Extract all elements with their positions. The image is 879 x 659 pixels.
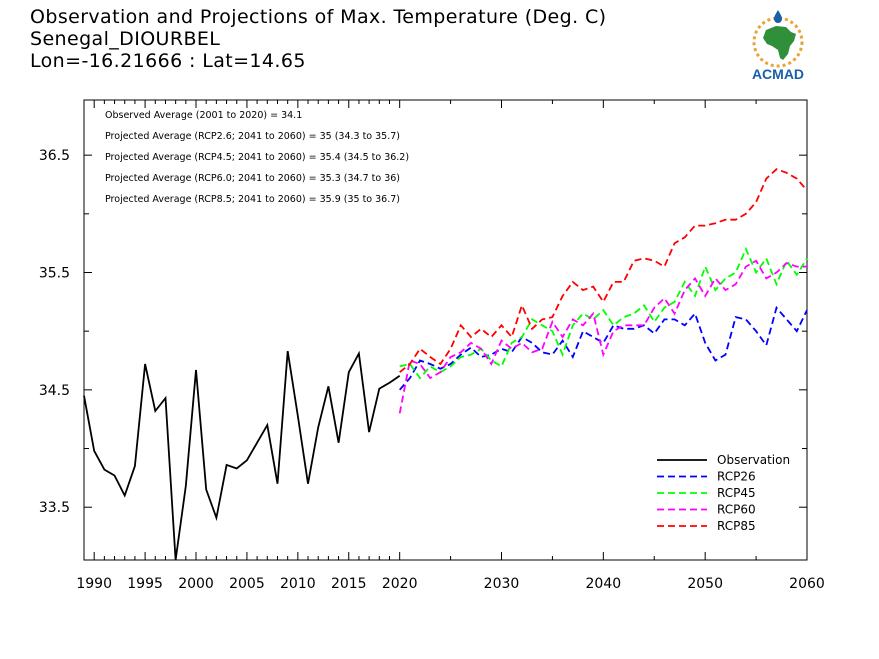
plot-frame — [83, 99, 808, 561]
title-block: Observation and Projections of Max. Temp… — [30, 6, 606, 72]
annotation-line: Observed Average (2001 to 2020) = 34.1 — [105, 110, 302, 121]
annotation-line: Projected Average (RCP2.6; 2041 to 2060)… — [105, 131, 400, 142]
series-line-rcp26 — [399, 305, 808, 391]
station-name: Senegal_DIOURBEL — [30, 28, 221, 50]
acmad-logo: ACMAD — [736, 8, 820, 84]
x-axis-labels: 1990 1995 2000 2005 2010 2015 2020 2030 2040 2050… — [76, 576, 824, 592]
legend: Observation RCP26 RCP45 RCP60 RCP85 — [657, 453, 790, 533]
legend-label-rcp45: RCP45 — [717, 486, 756, 500]
x-tick-label: 2005 — [229, 576, 265, 592]
x-tick-label: 2000 — [178, 576, 214, 592]
x-tick-label: 2010 — [280, 576, 316, 592]
y-tick-label: 34.5 — [39, 383, 70, 399]
legend-label-rcp26: RCP26 — [717, 470, 756, 484]
x-tick-label: 2040 — [586, 576, 622, 592]
x-tick-label: 1990 — [76, 576, 112, 592]
series-layer — [83, 168, 808, 561]
station-coordinates: Lon=-16.21666 : Lat=14.65 — [30, 50, 306, 72]
series-line-rcp60 — [398, 259, 807, 414]
y-axis-labels: 33.5 34.5 35.5 36.5 — [39, 148, 70, 516]
series-line-observation — [83, 350, 401, 561]
africa-map-logo-icon: ACMAD — [752, 10, 804, 82]
legend-label-observation: Observation — [717, 453, 790, 467]
chart-title: Observation and Projections of Max. Temp… — [30, 6, 607, 28]
sun-ring — [752, 16, 804, 68]
y-tick-label: 36.5 — [39, 148, 70, 164]
x-tick-label: 2020 — [382, 576, 418, 592]
series-line-rcp45 — [399, 246, 808, 380]
legend-label-rcp60: RCP60 — [717, 503, 756, 517]
annotation-line: Projected Average (RCP4.5; 2041 to 2060)… — [105, 152, 409, 163]
y-tick-label: 35.5 — [39, 266, 70, 282]
annotation-line: Projected Average (RCP6.0; 2041 to 2060)… — [105, 173, 400, 184]
legend-label-rcp85: RCP85 — [717, 519, 756, 533]
x-tick-label: 2015 — [331, 576, 367, 592]
water-drop-icon — [774, 10, 782, 23]
y-tick-label: 33.5 — [39, 500, 70, 516]
africa-shape — [763, 26, 796, 60]
axis-ticks — [84, 100, 808, 560]
x-tick-label: 2060 — [789, 576, 825, 592]
annotation-line: Projected Average (RCP8.5; 2041 to 2060)… — [105, 194, 400, 205]
x-tick-label: 2030 — [484, 576, 520, 592]
x-tick-label: 1995 — [127, 576, 163, 592]
annotation-block: Observed Average (2001 to 2020) = 34.1 Pr… — [105, 110, 409, 205]
logo-text: ACMAD — [752, 66, 804, 82]
x-tick-label: 2050 — [687, 576, 723, 592]
series-line-rcp85 — [399, 168, 808, 373]
